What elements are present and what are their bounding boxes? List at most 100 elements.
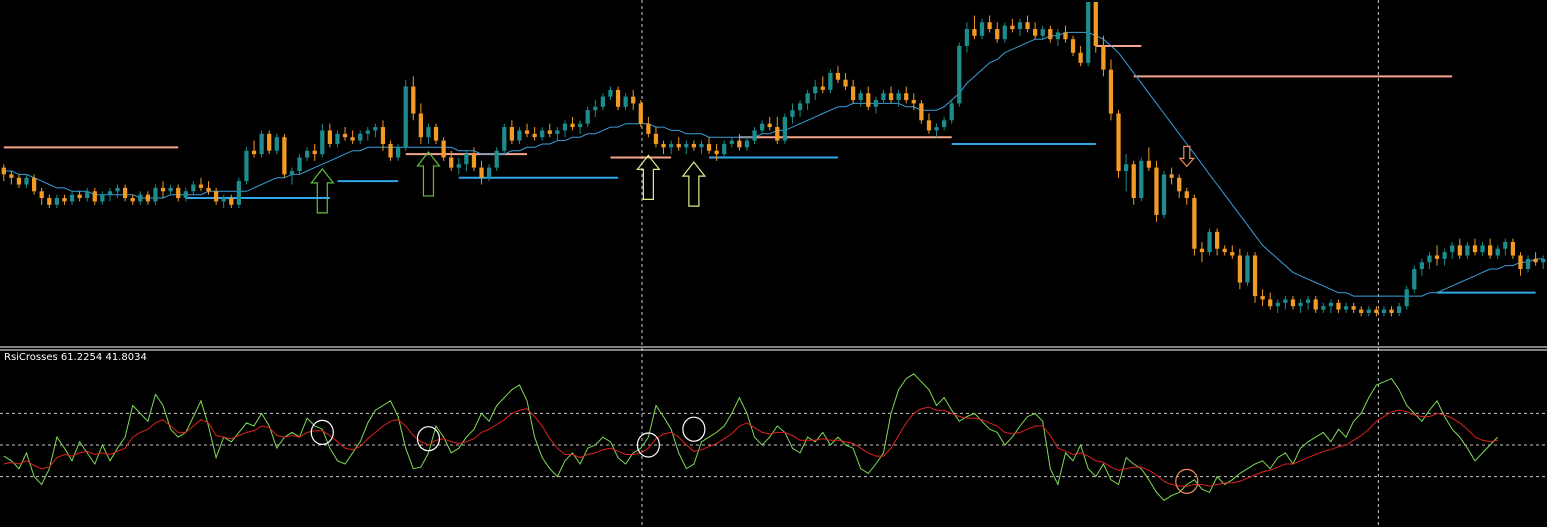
candle-bull: [289, 171, 295, 175]
candle-bear: [1252, 255, 1258, 297]
candle-bear: [866, 93, 871, 107]
candle-bear: [1488, 245, 1493, 256]
candle-bear: [176, 187, 181, 199]
candle-bull: [1283, 299, 1288, 303]
candle-bull: [1207, 231, 1212, 253]
candle-bull: [1328, 302, 1333, 307]
candle-bull: [805, 93, 810, 104]
buy-arrow-icon: [636, 154, 661, 200]
candle-bear: [851, 86, 856, 101]
candle-bear: [653, 133, 659, 144]
candle-bear: [1177, 177, 1182, 192]
candle-bull: [797, 103, 803, 111]
rsi-cross-marker: [636, 432, 660, 458]
candle-bear: [926, 120, 932, 131]
candle-bull: [600, 96, 605, 107]
candle-bull: [699, 143, 704, 148]
candle-bull: [540, 130, 545, 138]
candle-bear: [646, 123, 651, 134]
candle-bull: [1495, 248, 1500, 256]
candle-bear: [1359, 309, 1364, 313]
candle-bear: [775, 127, 780, 141]
moving-average-line: [3, 31, 1544, 297]
candle-bull: [403, 86, 408, 148]
candle-bull: [153, 187, 158, 202]
candle-bear: [1313, 299, 1318, 310]
candle-bull: [1055, 32, 1060, 40]
candle-bear: [229, 198, 234, 205]
candle-bear: [1078, 52, 1083, 63]
candle-bull: [426, 127, 431, 138]
candle-bull: [115, 187, 120, 192]
candle-bull: [274, 137, 279, 151]
candle-bear: [1033, 29, 1038, 36]
candle-bull: [487, 167, 492, 178]
rsi-cross-marker: [310, 419, 334, 445]
candle-bull: [1306, 299, 1311, 303]
candle-bull: [1124, 164, 1129, 171]
candle-bear: [1268, 299, 1273, 307]
candle-bear: [1154, 167, 1159, 215]
candle-bear: [820, 86, 825, 90]
candle-bear: [32, 177, 37, 192]
candle-bull: [858, 93, 863, 101]
candle-bear: [312, 150, 317, 155]
candle-bull: [221, 198, 226, 202]
candle-bear: [1510, 241, 1515, 256]
candle-bear: [479, 167, 484, 178]
candle-bear: [433, 127, 439, 141]
candle-bull: [138, 194, 143, 202]
candle-bull: [1419, 262, 1424, 270]
candle-bear: [1518, 255, 1523, 270]
candle-bear: [214, 191, 219, 202]
candle-bear: [160, 187, 166, 192]
candle-bull: [562, 123, 568, 131]
candle-bull: [1343, 306, 1349, 310]
candle-bull: [964, 29, 969, 46]
candle-bear: [547, 130, 552, 134]
candle-bear: [411, 86, 416, 114]
rsi-cross-marker: [1175, 468, 1199, 494]
candle-bull: [873, 100, 878, 107]
candle-bear: [1434, 255, 1440, 259]
candle-bull: [1503, 241, 1508, 249]
candle-bear: [1215, 231, 1220, 249]
candle-bear: [9, 174, 14, 178]
candle-bull: [107, 191, 113, 195]
candle-bull: [1040, 29, 1045, 36]
candle-bear: [16, 177, 22, 185]
candle-bull: [1017, 22, 1023, 30]
candle-bull: [297, 157, 302, 171]
candle-bull: [373, 127, 378, 131]
candle-bear: [130, 198, 135, 202]
candle-bear: [835, 72, 841, 80]
candle-bull: [191, 184, 196, 192]
candle-bear: [767, 123, 772, 128]
candle-bear: [350, 137, 355, 141]
candle-bull: [1541, 258, 1546, 263]
candle-bull: [957, 45, 962, 104]
candle-bull: [1465, 245, 1470, 256]
candle-bull: [1002, 25, 1007, 40]
candle-bull: [669, 143, 674, 148]
candle-bear: [1093, 2, 1098, 46]
candle-bear: [206, 187, 211, 192]
candle-bull: [1086, 2, 1091, 63]
candle-bear: [342, 133, 348, 138]
candle-bull: [760, 123, 765, 131]
candle-bull: [578, 123, 583, 128]
candle-bear: [615, 89, 621, 107]
candle-bear: [1, 167, 6, 175]
candle-bull: [585, 110, 590, 124]
candle-bull: [790, 110, 795, 117]
candle-bull: [934, 127, 939, 131]
candle-bull: [168, 187, 173, 192]
candle-bull: [593, 106, 598, 111]
candle-bear: [532, 133, 537, 138]
candle-bull: [1442, 252, 1447, 259]
candle-bear: [327, 130, 332, 144]
candle-bear: [1336, 302, 1341, 310]
candle-bull: [320, 130, 325, 155]
